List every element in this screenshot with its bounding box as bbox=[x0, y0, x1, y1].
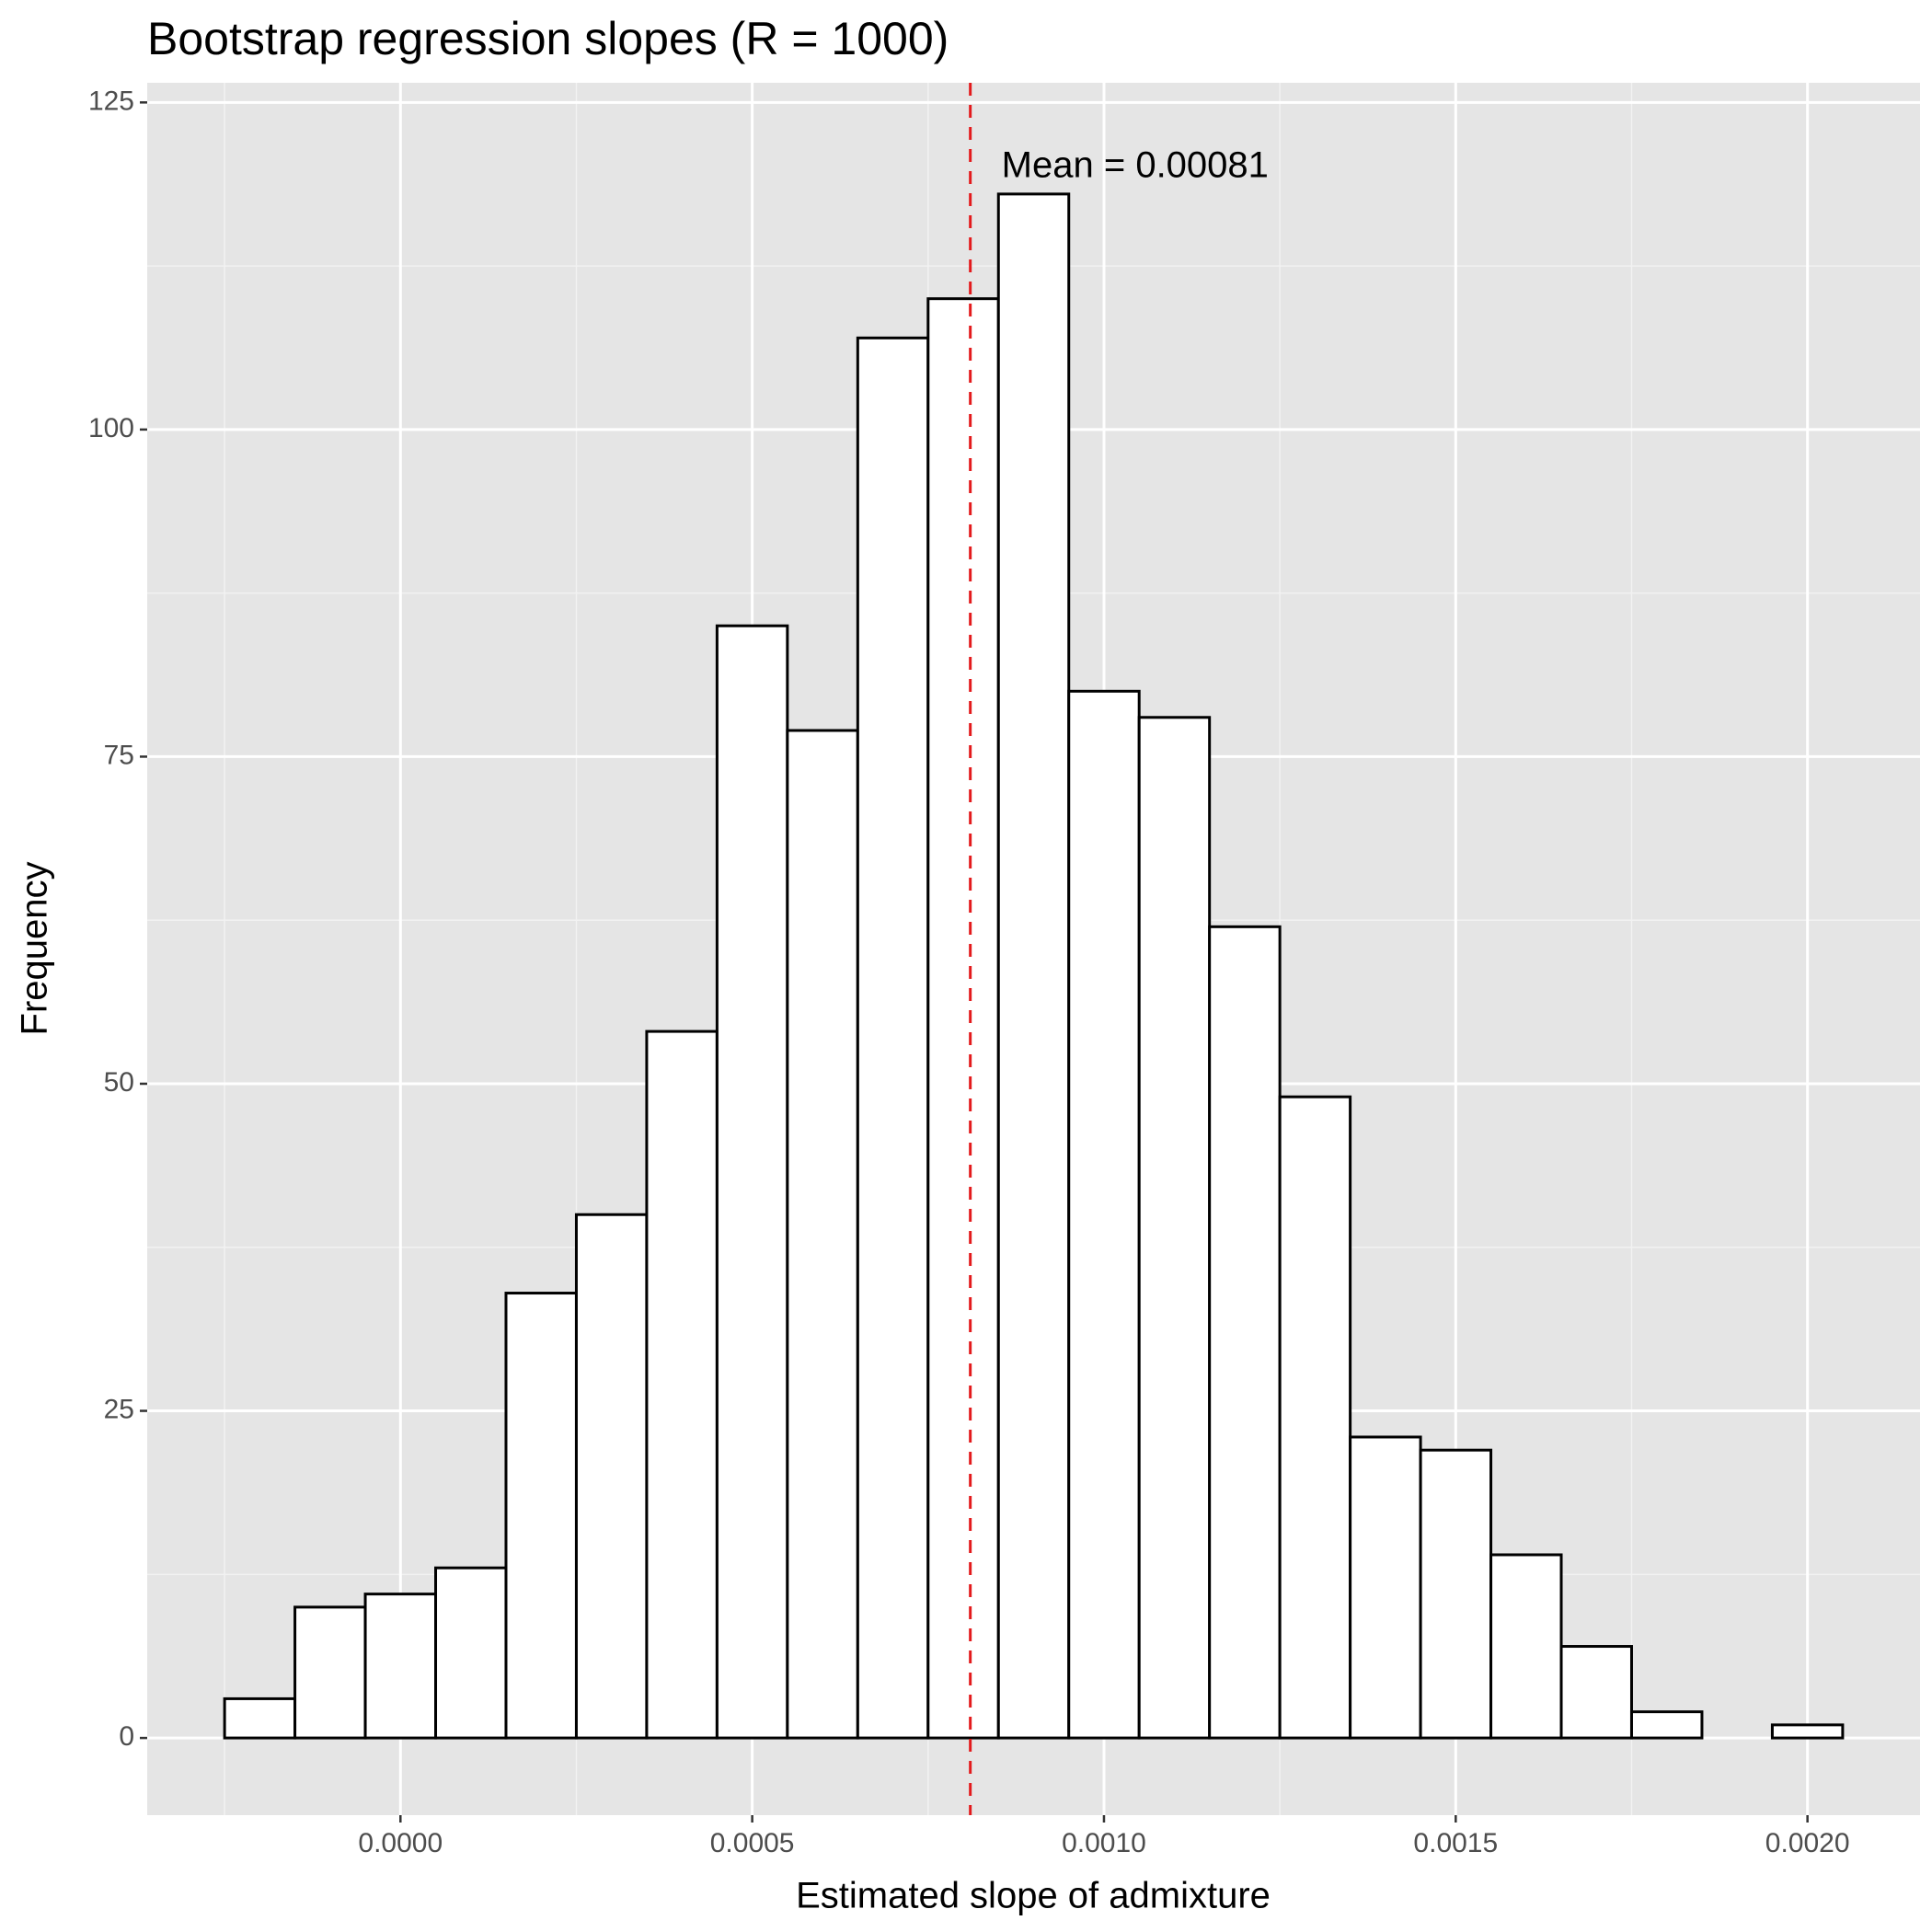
bar bbox=[1770, 1723, 1845, 1740]
y-tick-label: 100 bbox=[88, 413, 134, 443]
bar bbox=[574, 1213, 649, 1740]
annotation: Mean = 0.00081 bbox=[1002, 145, 1269, 186]
bar bbox=[1559, 1645, 1633, 1740]
y-tick-label: 25 bbox=[104, 1394, 134, 1424]
x-tick-label: 0.0000 bbox=[358, 1828, 443, 1858]
bar bbox=[1208, 925, 1282, 1740]
bar bbox=[363, 1593, 438, 1740]
bar bbox=[1629, 1710, 1704, 1740]
x-tick-label: 0.0005 bbox=[710, 1828, 795, 1858]
x-axis-label: Estimated slope of admixture bbox=[796, 1876, 1271, 1916]
x-tick-label: 0.0015 bbox=[1413, 1828, 1498, 1858]
bar bbox=[293, 1605, 367, 1740]
bar bbox=[996, 192, 1071, 1740]
bar bbox=[504, 1292, 578, 1740]
bar bbox=[786, 729, 859, 1740]
bar bbox=[1137, 716, 1212, 1740]
bar bbox=[645, 1029, 719, 1740]
bar bbox=[1349, 1435, 1422, 1740]
bar bbox=[1067, 689, 1141, 1740]
x-tick-label: 0.0020 bbox=[1765, 1828, 1850, 1858]
bar bbox=[1419, 1448, 1493, 1740]
y-tick-label: 50 bbox=[104, 1067, 134, 1098]
y-axis-label: Frequency bbox=[15, 862, 55, 1036]
y-tick-label: 0 bbox=[119, 1721, 134, 1752]
y-tick-label: 75 bbox=[104, 740, 134, 770]
bar bbox=[715, 624, 789, 1740]
bar bbox=[1489, 1553, 1563, 1740]
bar bbox=[434, 1566, 508, 1740]
bar bbox=[926, 297, 1000, 1740]
bar bbox=[223, 1696, 297, 1740]
x-tick-label: 0.0010 bbox=[1062, 1828, 1146, 1858]
bar bbox=[1278, 1095, 1352, 1740]
y-tick-label: 125 bbox=[88, 86, 134, 116]
chart-title: Bootstrap regression slopes (R = 1000) bbox=[147, 13, 949, 64]
bar bbox=[856, 336, 930, 1740]
